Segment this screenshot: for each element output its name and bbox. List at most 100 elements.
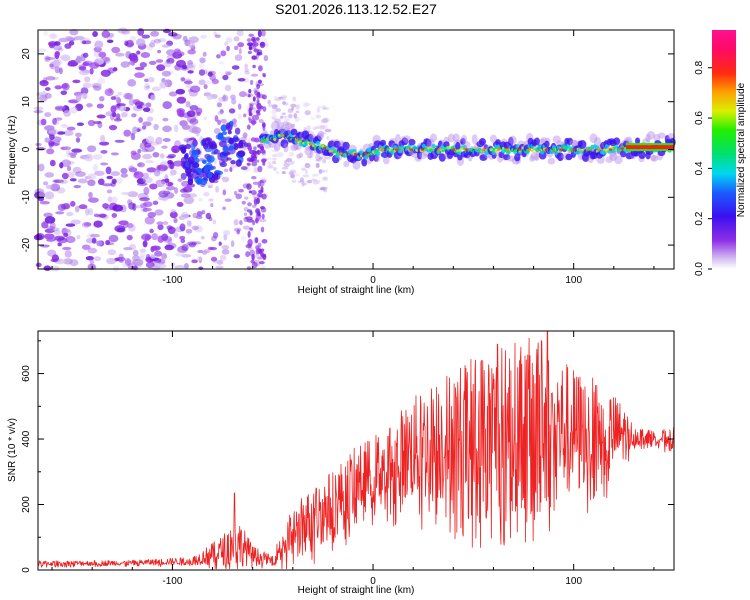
spectrogram-noise-blob bbox=[210, 203, 214, 208]
spectrogram-noise-blob bbox=[238, 91, 247, 98]
spectrogram-noise-blob bbox=[408, 138, 416, 146]
spectrogram-noise-blob bbox=[257, 79, 263, 84]
spectrogram-noise-blob bbox=[305, 145, 310, 151]
spectrogram-noise-blob bbox=[53, 59, 60, 66]
spectrogram-noise-blob bbox=[589, 133, 598, 144]
spectrogram-noise-blob bbox=[253, 198, 258, 206]
colorbar-axes: 0.0 0.2 0.4 0.6 0.8 bbox=[694, 60, 712, 276]
spectrogram-noise-blob bbox=[316, 107, 320, 114]
spectrogram-noise-blob bbox=[281, 96, 286, 101]
spectrogram-noise-blob bbox=[53, 179, 65, 184]
spectrogram-noise-blob bbox=[183, 196, 195, 205]
spectrogram-noise-blob bbox=[112, 204, 124, 212]
spectrogram-noise-blob bbox=[56, 187, 66, 194]
colorbar-tick-label: 0.0 bbox=[694, 262, 705, 276]
spectrogram-noise-blob bbox=[80, 92, 88, 99]
spectrogram-noise-blob bbox=[317, 105, 321, 109]
spectrogram-noise-blob bbox=[71, 148, 83, 153]
spectrogram-noise-blob bbox=[415, 149, 419, 152]
spectrogram-noise-blob bbox=[242, 132, 248, 139]
spectrogram-noise-blob bbox=[105, 166, 112, 175]
spectrogram-noise-blob bbox=[63, 232, 69, 237]
spectrogram-noise-blob bbox=[508, 136, 514, 146]
spectrogram-noise-blob bbox=[66, 126, 76, 131]
spectrogram-noise-blob bbox=[201, 250, 208, 255]
spectrogram-noise-blob bbox=[306, 155, 314, 159]
spectrogram-noise-blob bbox=[603, 148, 607, 152]
spectrogram-x-tick-label: -100 bbox=[162, 275, 182, 286]
spectrogram-noise-blob bbox=[259, 41, 266, 49]
spectrogram-noise-blob bbox=[226, 45, 230, 52]
spectrogram-noise-blob bbox=[304, 102, 312, 106]
spectrogram-noise-blob bbox=[497, 148, 501, 151]
spectrogram-noise-blob bbox=[215, 265, 224, 270]
spectrogram-noise-blob bbox=[315, 140, 321, 146]
spectrogram-noise-blob bbox=[62, 258, 73, 265]
spectrogram-noise-blob bbox=[316, 179, 321, 184]
spectrogram-noise-blob bbox=[471, 134, 478, 145]
spectrogram-noise-blob bbox=[207, 71, 213, 77]
spectrogram-noise-blob bbox=[94, 40, 104, 49]
spectrogram-noise-blob bbox=[221, 245, 230, 250]
spectrogram-noise-blob bbox=[252, 96, 256, 102]
spectrogram-noise-blob bbox=[314, 135, 322, 143]
spectrogram-noise-blob bbox=[149, 228, 154, 234]
spectrogram-noise-blob bbox=[157, 49, 162, 54]
spectrogram-noise-blob bbox=[124, 40, 129, 46]
spectrogram-noise-blob bbox=[279, 115, 284, 120]
spectrogram-noise-blob bbox=[171, 145, 181, 154]
spectrogram-noise-blob bbox=[252, 220, 256, 226]
spectrogram-noise-blob bbox=[142, 153, 152, 160]
spectrogram-noise-blob bbox=[253, 146, 257, 151]
spectrogram-noise-blob bbox=[529, 155, 535, 162]
spectrogram-noise-blob bbox=[165, 181, 174, 187]
spectrogram-noise-blob bbox=[614, 155, 623, 165]
spectrogram-noise-blob bbox=[326, 135, 330, 141]
spectrogram-noise-blob bbox=[209, 143, 218, 150]
spectrogram-noise-blob bbox=[144, 216, 155, 225]
snr-marks bbox=[37, 330, 675, 570]
spectrogram-noise-blob bbox=[343, 160, 350, 168]
spectrogram-noise-blob bbox=[110, 105, 117, 113]
spectrogram-noise-blob bbox=[253, 87, 259, 93]
spectrogram-noise-blob bbox=[302, 174, 310, 178]
spectrogram-noise-blob bbox=[206, 182, 214, 187]
spectrogram-noise-blob bbox=[552, 148, 556, 152]
spectrogram-noise-blob bbox=[77, 178, 88, 184]
spectrogram-noise-blob bbox=[100, 134, 106, 143]
spectrogram-noise-blob bbox=[106, 257, 117, 265]
spectrogram-noise-blob bbox=[150, 39, 156, 45]
spectrogram-noise-blob bbox=[58, 179, 68, 184]
spectrogram-noise-blob bbox=[195, 107, 203, 115]
spectrogram-noise-blob bbox=[230, 159, 236, 165]
spectrogram-noise-blob bbox=[83, 52, 89, 58]
spectrogram-noise-blob bbox=[198, 62, 205, 69]
spectrogram-noise-blob bbox=[219, 161, 228, 168]
spectrogram-noise-blob bbox=[280, 95, 288, 99]
spectrogram-noise-blob bbox=[185, 228, 193, 234]
spectrogram-noise-blob bbox=[83, 222, 92, 227]
spectrogram-noise-blob bbox=[44, 191, 55, 200]
spectrogram-noise-blob bbox=[96, 103, 105, 109]
spectrogram-noise-blob bbox=[54, 65, 60, 74]
spectrogram-noise-blob bbox=[213, 128, 221, 135]
spectrogram-noise-blob bbox=[136, 105, 143, 109]
spectrogram-noise-blob bbox=[174, 124, 179, 133]
spectrogram-noise-blob bbox=[275, 108, 282, 112]
spectrogram-noise-blob bbox=[180, 238, 186, 244]
spectrogram-noise-blob bbox=[53, 229, 61, 235]
spectrogram-noise-blob bbox=[310, 116, 315, 120]
spectrogram-noise-blob bbox=[203, 172, 208, 181]
spectrogram-noise-blob bbox=[142, 176, 153, 184]
spectrogram-noise-blob bbox=[482, 148, 486, 151]
spectrogram-noise-blob bbox=[112, 104, 121, 110]
spectrogram-noise-blob bbox=[208, 216, 213, 222]
spectrogram-noise-blob bbox=[153, 257, 162, 263]
spectrogram-noise-blob bbox=[304, 169, 309, 174]
spectrogram-noise-blob bbox=[45, 184, 53, 190]
spectrogram-noise-blob bbox=[281, 133, 285, 137]
spectrogram-noise-blob bbox=[304, 110, 311, 116]
spectrogram-noise-blob bbox=[266, 157, 272, 160]
spectrogram-noise-blob bbox=[620, 147, 624, 150]
